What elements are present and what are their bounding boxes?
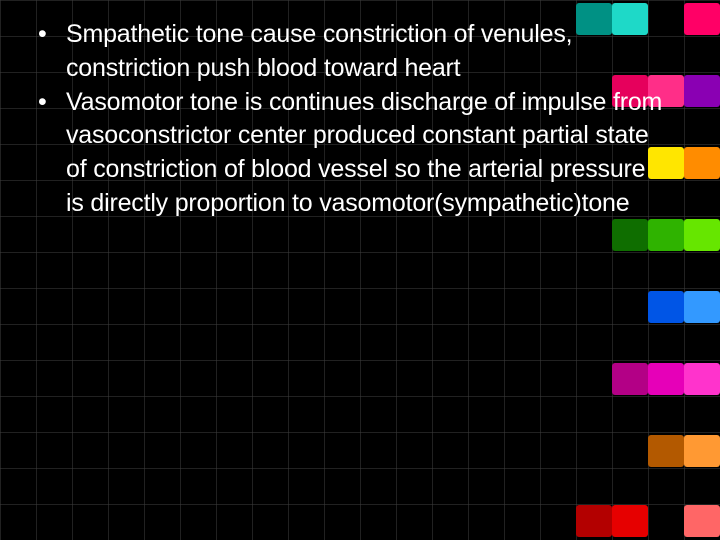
decor-block	[684, 147, 720, 179]
decor-block	[576, 505, 612, 537]
decor-block	[684, 435, 720, 467]
decor-block	[684, 219, 720, 251]
bullet-list: Smpathetic tone cause constriction of ve…	[36, 18, 666, 221]
decor-block	[648, 435, 684, 467]
bullet-item: Vasomotor tone is continues discharge of…	[36, 86, 666, 221]
decor-block	[612, 505, 648, 537]
decor-block	[612, 363, 648, 395]
decor-block	[684, 505, 720, 537]
decor-block	[684, 3, 720, 35]
slide-content: Smpathetic tone cause constriction of ve…	[36, 18, 666, 221]
decor-block	[684, 291, 720, 323]
decor-block	[648, 219, 684, 251]
decor-block	[612, 219, 648, 251]
decor-block	[684, 75, 720, 107]
bullet-item: Smpathetic tone cause constriction of ve…	[36, 18, 666, 86]
decor-block	[648, 291, 684, 323]
decor-block	[648, 363, 684, 395]
decor-block	[684, 363, 720, 395]
